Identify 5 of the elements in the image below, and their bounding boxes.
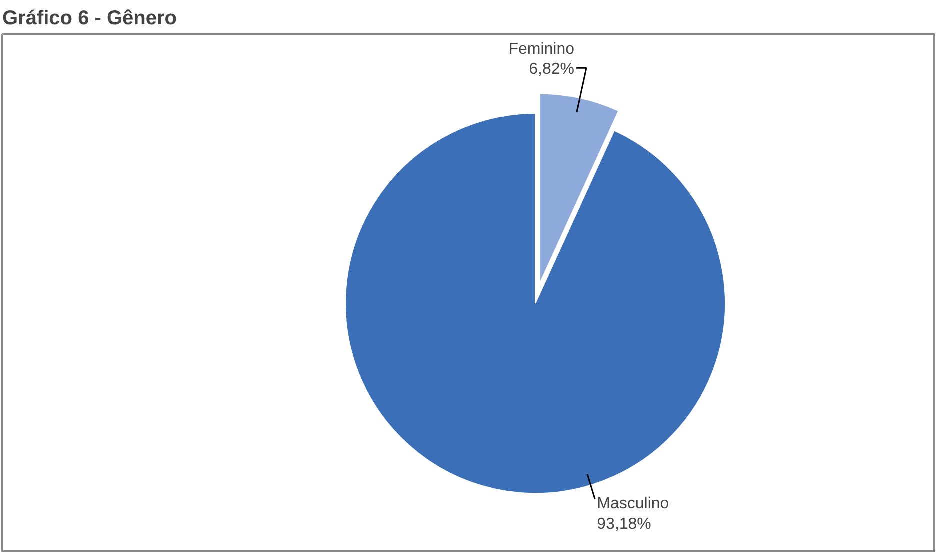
slice-label: Feminino bbox=[508, 40, 575, 58]
text: Gráfico 6 - Gênero bbox=[2, 8, 177, 30]
data-label: 93,18% bbox=[597, 516, 652, 533]
data-label: 6,82% bbox=[529, 61, 575, 78]
slice-label: Masculino bbox=[597, 495, 670, 512]
